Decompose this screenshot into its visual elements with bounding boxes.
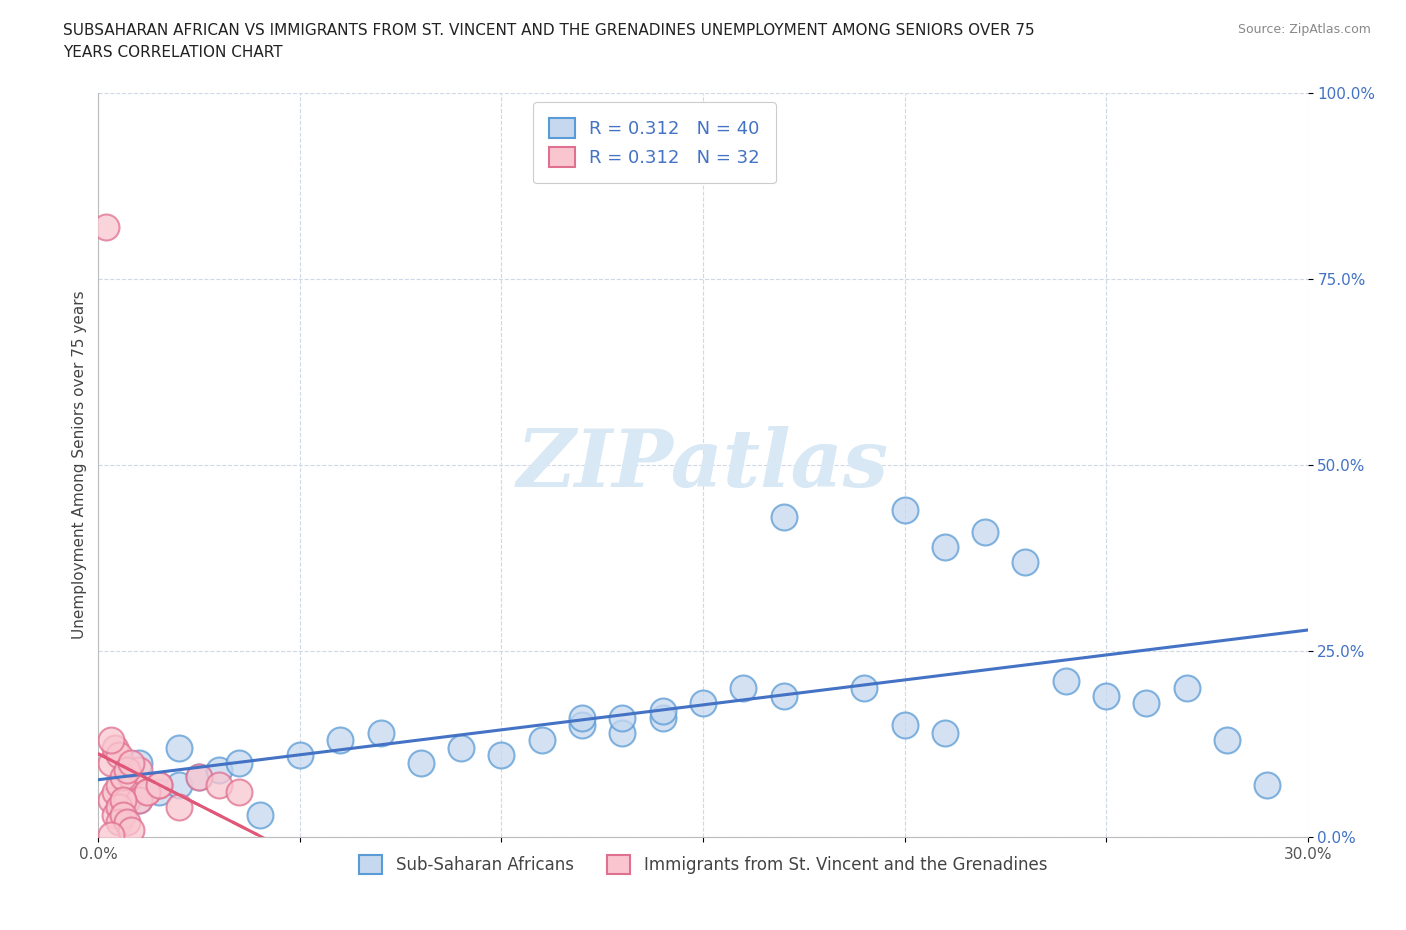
Point xyxy=(772,688,794,703)
Point xyxy=(103,807,125,822)
Point xyxy=(188,770,211,785)
Point xyxy=(135,785,157,800)
Point xyxy=(491,748,513,763)
Point xyxy=(612,725,634,740)
Point xyxy=(853,681,876,696)
Point xyxy=(115,763,138,777)
Point xyxy=(135,785,157,800)
Point xyxy=(107,748,129,763)
Text: ZIPatlas: ZIPatlas xyxy=(517,426,889,504)
Point xyxy=(148,777,170,792)
Point xyxy=(107,800,129,815)
Point xyxy=(249,807,271,822)
Point xyxy=(120,822,142,837)
Point xyxy=(1014,554,1036,569)
Point xyxy=(128,792,150,807)
Point xyxy=(148,777,170,792)
Point xyxy=(571,718,593,733)
Legend: Sub-Saharan Africans, Immigrants from St. Vincent and the Grenadines: Sub-Saharan Africans, Immigrants from St… xyxy=(353,849,1053,881)
Point xyxy=(188,770,211,785)
Point xyxy=(111,807,134,822)
Point xyxy=(228,785,250,800)
Point xyxy=(1095,688,1118,703)
Point xyxy=(107,800,129,815)
Point xyxy=(450,740,472,755)
Text: Source: ZipAtlas.com: Source: ZipAtlas.com xyxy=(1237,23,1371,36)
Point xyxy=(612,711,634,725)
Point xyxy=(111,792,134,807)
Point xyxy=(103,740,125,755)
Point xyxy=(733,681,755,696)
Point xyxy=(115,815,138,830)
Point xyxy=(128,763,150,777)
Point xyxy=(148,785,170,800)
Point xyxy=(167,800,190,815)
Point xyxy=(934,539,956,554)
Point xyxy=(167,777,190,792)
Point xyxy=(288,748,311,763)
Y-axis label: Unemployment Among Seniors over 75 years: Unemployment Among Seniors over 75 years xyxy=(72,291,87,639)
Point xyxy=(530,733,553,748)
Point xyxy=(120,755,142,770)
Point xyxy=(1175,681,1198,696)
Text: SUBSAHARAN AFRICAN VS IMMIGRANTS FROM ST. VINCENT AND THE GRENADINES UNEMPLOYMEN: SUBSAHARAN AFRICAN VS IMMIGRANTS FROM ST… xyxy=(63,23,1035,38)
Point xyxy=(329,733,352,748)
Point xyxy=(111,800,134,815)
Point xyxy=(571,711,593,725)
Point xyxy=(208,777,231,792)
Point xyxy=(103,785,125,800)
Point xyxy=(1054,673,1077,688)
Point xyxy=(120,770,142,785)
Point xyxy=(100,828,122,843)
Point xyxy=(651,711,673,725)
Point xyxy=(228,755,250,770)
Point xyxy=(167,740,190,755)
Point xyxy=(128,792,150,807)
Point xyxy=(370,725,392,740)
Point xyxy=(128,755,150,770)
Point xyxy=(651,703,673,718)
Point xyxy=(1216,733,1239,748)
Point xyxy=(974,525,997,539)
Point xyxy=(692,696,714,711)
Point xyxy=(208,763,231,777)
Text: YEARS CORRELATION CHART: YEARS CORRELATION CHART xyxy=(63,45,283,60)
Point xyxy=(893,502,915,517)
Point xyxy=(1256,777,1278,792)
Point xyxy=(107,815,129,830)
Point xyxy=(1135,696,1157,711)
Point xyxy=(772,510,794,525)
Point xyxy=(111,770,134,785)
Point xyxy=(893,718,915,733)
Point xyxy=(100,733,122,748)
Point xyxy=(107,777,129,792)
Point xyxy=(100,755,122,770)
Point xyxy=(409,755,432,770)
Point xyxy=(100,792,122,807)
Point xyxy=(934,725,956,740)
Point xyxy=(115,792,138,807)
Point xyxy=(96,219,118,234)
